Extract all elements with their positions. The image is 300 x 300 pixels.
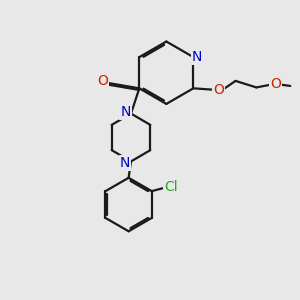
Text: Cl: Cl xyxy=(164,180,178,194)
Text: N: N xyxy=(120,156,130,170)
Text: N: N xyxy=(121,105,131,119)
Text: O: O xyxy=(270,77,281,92)
Text: N: N xyxy=(192,50,202,64)
Text: O: O xyxy=(97,74,108,88)
Text: O: O xyxy=(213,83,224,97)
